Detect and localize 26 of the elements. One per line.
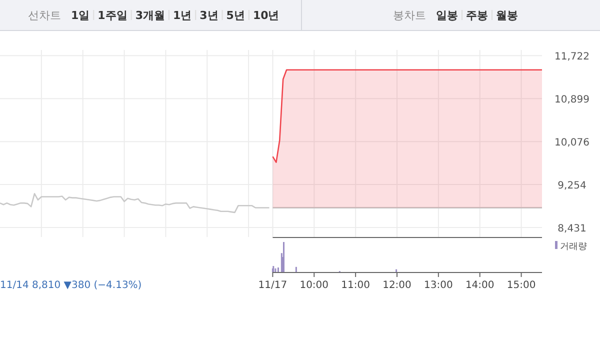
text: 봉차트 (393, 9, 426, 22)
x-tick-label: 11:00 (341, 280, 370, 291)
legend-label: 거래량 (560, 242, 587, 252)
y-tick-label: 10,899 (554, 94, 590, 106)
x-tick-label: 13:00 (424, 280, 453, 291)
text: 5년 (226, 9, 245, 22)
x-tick-label: 12:00 (382, 280, 412, 291)
text: 주봉 (466, 9, 488, 22)
text: 선차트 (28, 9, 61, 22)
text: 일봉 (436, 9, 458, 22)
text: 1년 (172, 9, 192, 22)
text: 3년 (200, 9, 218, 22)
x-tick-label: 15:00 (506, 280, 536, 291)
text: 1일 (71, 9, 90, 22)
y-tick-label: 8,431 (558, 224, 586, 235)
x-tick-label: 14:00 (465, 280, 494, 291)
text: 11/14 8,810 ▼380 (−4.13%) (0, 280, 142, 291)
text: 1주일 (98, 9, 128, 22)
y-tick-label: 9,254 (558, 180, 586, 192)
y-tick-label: 10,076 (554, 138, 590, 149)
text: 3개월 (135, 9, 165, 22)
y-tick-label: 11,722 (554, 52, 590, 63)
x-tick-label: 10:00 (300, 280, 329, 291)
text: 월봉 (496, 9, 518, 22)
text: 10년 (252, 9, 280, 22)
x-tick-label: 11/17 (258, 280, 288, 291)
